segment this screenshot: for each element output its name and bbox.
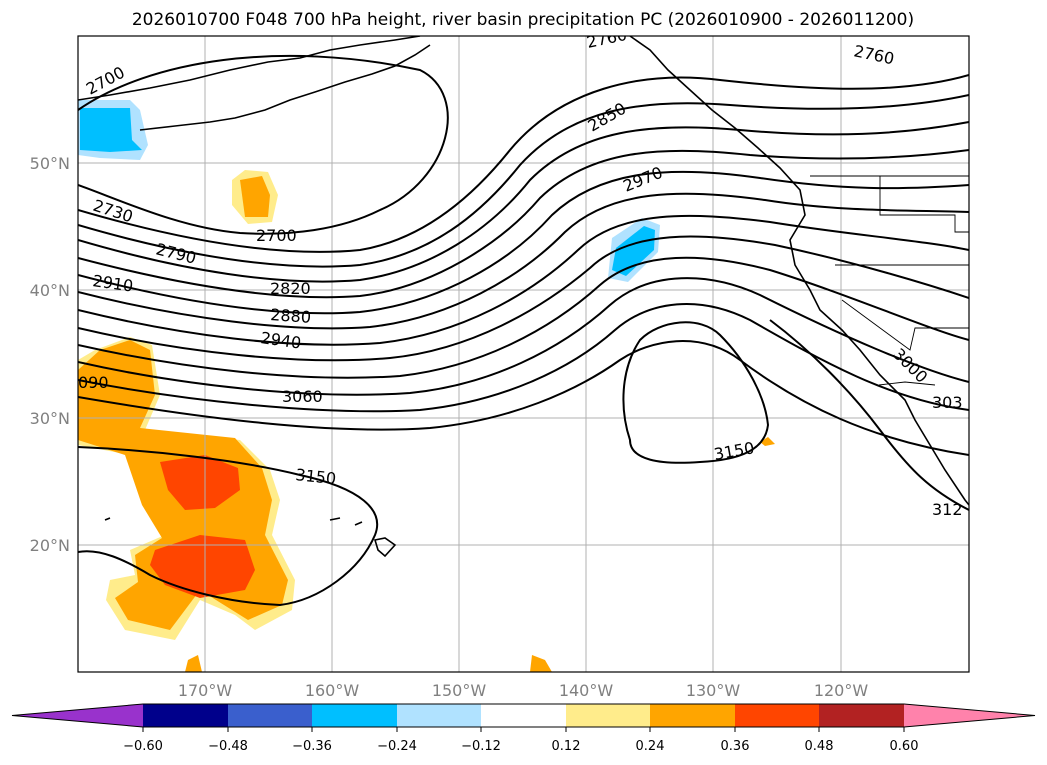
colorbar-tick-label: 0.24	[636, 739, 665, 754]
colorbar-segment	[228, 704, 312, 727]
contour-label: 2700	[256, 226, 297, 245]
contour-label: 303	[932, 393, 963, 412]
lon-label: 120°W	[814, 681, 869, 700]
precip-shading	[78, 100, 775, 672]
contour-label: 090	[78, 373, 109, 392]
colorbar-tick-label: −0.36	[292, 739, 332, 754]
map-frame	[77, 35, 970, 673]
contour-label: 312	[932, 500, 963, 519]
latitude-labels: 50°N 40°N 30°N 20°N	[30, 154, 70, 555]
precip-negative-mid	[80, 108, 142, 152]
precip-positive-high	[150, 535, 255, 598]
colorbar-extend-high	[904, 704, 1035, 727]
lon-label: 150°W	[432, 681, 487, 700]
colorbar-segment	[397, 704, 481, 727]
precip-positive-mid	[240, 176, 270, 217]
colorbar-segment	[312, 704, 397, 727]
lon-label: 170°W	[178, 681, 233, 700]
colorbar-tick-label: 0.48	[805, 739, 834, 754]
colorbar-tick-label: 0.36	[721, 739, 750, 754]
contour-label: 3060	[282, 387, 323, 406]
lat-label: 20°N	[30, 536, 70, 555]
longitude-labels: 170°W 160°W 150°W 140°W 130°W 120°W	[178, 681, 869, 700]
height-contours	[78, 54, 969, 607]
lat-label: 30°N	[30, 409, 70, 428]
colorbar-segment	[481, 704, 566, 727]
colorbar-tick-label: 0.12	[552, 739, 581, 754]
colorbar-tick-label: −0.48	[208, 739, 248, 754]
lon-label: 160°W	[305, 681, 360, 700]
lon-label: 130°W	[686, 681, 741, 700]
contour-label: 3150	[295, 465, 337, 488]
lat-label: 50°N	[30, 154, 70, 173]
colorbar-tick-label: 0.60	[890, 739, 919, 754]
colorbar-tick-label: −0.24	[377, 739, 417, 754]
map-area: 2700 2730 2790 2910 2700 2820 2880 2940 …	[78, 36, 969, 672]
colorbar-segment	[819, 704, 904, 727]
precip-positive-small	[760, 437, 775, 446]
colorbar-ticks	[142, 727, 905, 732]
colorbar-segment	[735, 704, 819, 727]
colorbar-segment	[650, 704, 735, 727]
precip-positive-high	[160, 455, 240, 510]
precip-negative-mid	[612, 226, 655, 276]
colorbar-tick-label: −0.60	[123, 739, 163, 754]
contour-label: 2820	[270, 279, 311, 298]
lon-label: 140°W	[559, 681, 614, 700]
colorbar-segment	[566, 704, 650, 727]
contour-label: 2880	[270, 305, 312, 327]
colorbar-segment	[143, 704, 228, 727]
colorbar-extend-low	[12, 704, 143, 727]
precip-positive-small	[185, 655, 202, 672]
figure-title: 2026010700 F048 700 hPa height, river ba…	[132, 10, 914, 30]
precip-positive-small	[530, 655, 552, 672]
lat-label: 40°N	[30, 281, 70, 300]
colorbar-tick-label: −0.12	[461, 739, 501, 754]
colorbar: −0.60 −0.48 −0.36 −0.24 −0.12 0.12 0.24 …	[11, 703, 1036, 754]
